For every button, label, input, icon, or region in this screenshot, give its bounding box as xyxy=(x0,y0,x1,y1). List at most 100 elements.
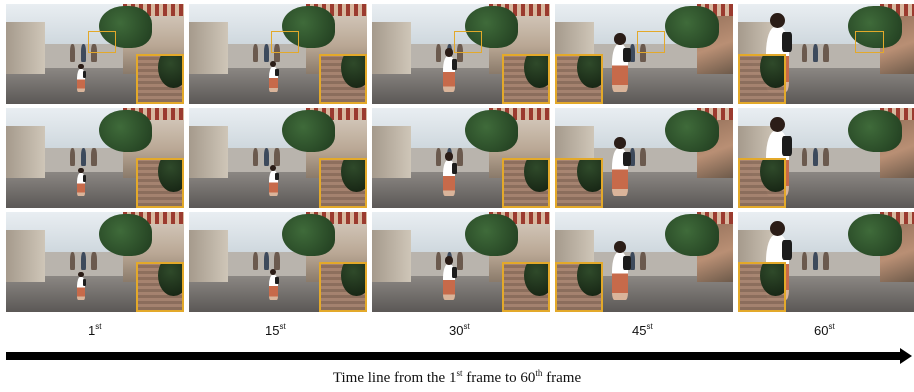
video-frame-thumbnail xyxy=(555,108,733,208)
backpack xyxy=(623,255,631,271)
woman-head xyxy=(614,241,626,253)
tree-canopy xyxy=(98,110,152,152)
woman-figure xyxy=(269,66,278,92)
woman-figure xyxy=(77,68,86,92)
video-frame-thumbnail xyxy=(189,4,367,104)
pedestrian xyxy=(640,252,646,270)
zoomed-inset xyxy=(555,54,604,104)
pedestrian xyxy=(802,252,808,270)
tree-canopy xyxy=(281,110,335,152)
pedestrian xyxy=(70,252,76,270)
highlight-region-box xyxy=(855,31,884,53)
backpack xyxy=(781,32,792,52)
zoomed-inset xyxy=(501,158,550,208)
frame-grid xyxy=(6,4,914,312)
woman-head xyxy=(769,12,786,29)
woman-head xyxy=(78,63,84,70)
pedestrian xyxy=(263,148,270,166)
tree-canopy xyxy=(665,6,719,48)
zoomed-inset xyxy=(135,262,184,312)
pedestrian xyxy=(253,148,259,166)
pedestrian xyxy=(436,252,442,270)
woman-head xyxy=(78,271,84,278)
pedestrian xyxy=(253,44,259,62)
woman-head xyxy=(445,152,454,161)
pedestrian xyxy=(457,44,463,62)
video-frame-thumbnail xyxy=(372,4,550,104)
pedestrian xyxy=(274,252,280,270)
tree-canopy xyxy=(281,214,335,256)
backpack xyxy=(275,68,279,77)
pedestrian xyxy=(629,44,636,62)
woman-figure xyxy=(269,170,278,196)
frame-label-15: 15st xyxy=(265,322,286,338)
building-left xyxy=(189,22,229,74)
arrow-right-icon xyxy=(900,348,912,364)
pedestrian xyxy=(823,148,829,166)
pedestrian xyxy=(457,148,463,166)
pedestrian xyxy=(70,148,76,166)
woman-head xyxy=(445,256,454,265)
video-frame-thumbnail xyxy=(6,212,184,312)
pedestrian xyxy=(436,148,442,166)
pedestrian xyxy=(812,148,819,166)
building-left xyxy=(6,230,46,282)
backpack xyxy=(275,172,279,181)
tree-canopy xyxy=(98,6,152,48)
zoomed-inset xyxy=(738,158,787,208)
woman-head xyxy=(614,33,626,45)
backpack xyxy=(82,70,87,78)
building-left xyxy=(189,230,229,282)
timeline-caption: Time line from the 1st frame to 60th fra… xyxy=(332,368,582,386)
video-frame-thumbnail xyxy=(6,108,184,208)
frame-label-60: 60st xyxy=(814,322,835,338)
building-left xyxy=(6,22,46,74)
zoomed-inset xyxy=(501,262,550,312)
tree-canopy xyxy=(281,6,335,48)
building-left xyxy=(372,230,412,282)
backpack xyxy=(781,240,792,260)
tree-canopy xyxy=(848,110,902,152)
backpack xyxy=(623,151,631,167)
zoomed-inset xyxy=(318,54,367,104)
video-frame-thumbnail xyxy=(189,212,367,312)
zoomed-inset xyxy=(318,158,367,208)
frame-label-45: 45st xyxy=(632,322,653,338)
pedestrian xyxy=(812,252,819,270)
woman-figure xyxy=(269,274,278,300)
video-frame-thumbnail xyxy=(555,212,733,312)
zoomed-inset xyxy=(738,54,787,104)
video-frame-thumbnail xyxy=(189,108,367,208)
timeline-arrow-line xyxy=(6,352,902,360)
woman-head xyxy=(614,137,626,149)
building-left xyxy=(6,126,46,178)
tree-canopy xyxy=(665,110,719,152)
pedestrian xyxy=(253,252,259,270)
woman-figure xyxy=(77,172,86,196)
video-frame-thumbnail xyxy=(738,108,914,208)
pedestrian xyxy=(640,148,646,166)
video-frame-thumbnail xyxy=(6,4,184,104)
zoomed-inset xyxy=(738,262,787,312)
pedestrian xyxy=(629,148,636,166)
zoomed-inset xyxy=(555,158,604,208)
backpack xyxy=(451,267,458,278)
pedestrian xyxy=(436,44,442,62)
pedestrian xyxy=(80,44,87,62)
woman-head xyxy=(270,165,277,172)
backpack xyxy=(275,276,279,285)
backpack xyxy=(451,163,458,174)
pedestrian xyxy=(274,148,280,166)
tree-canopy xyxy=(665,214,719,256)
pedestrian xyxy=(80,148,87,166)
pedestrian xyxy=(823,44,829,62)
zoomed-inset xyxy=(501,54,550,104)
zoomed-inset xyxy=(135,54,184,104)
pedestrian xyxy=(70,44,76,62)
backpack xyxy=(781,136,792,156)
building-left xyxy=(372,22,412,74)
pedestrian xyxy=(263,252,270,270)
zoomed-inset xyxy=(135,158,184,208)
highlight-region-box xyxy=(270,31,300,53)
building-left xyxy=(372,126,412,178)
